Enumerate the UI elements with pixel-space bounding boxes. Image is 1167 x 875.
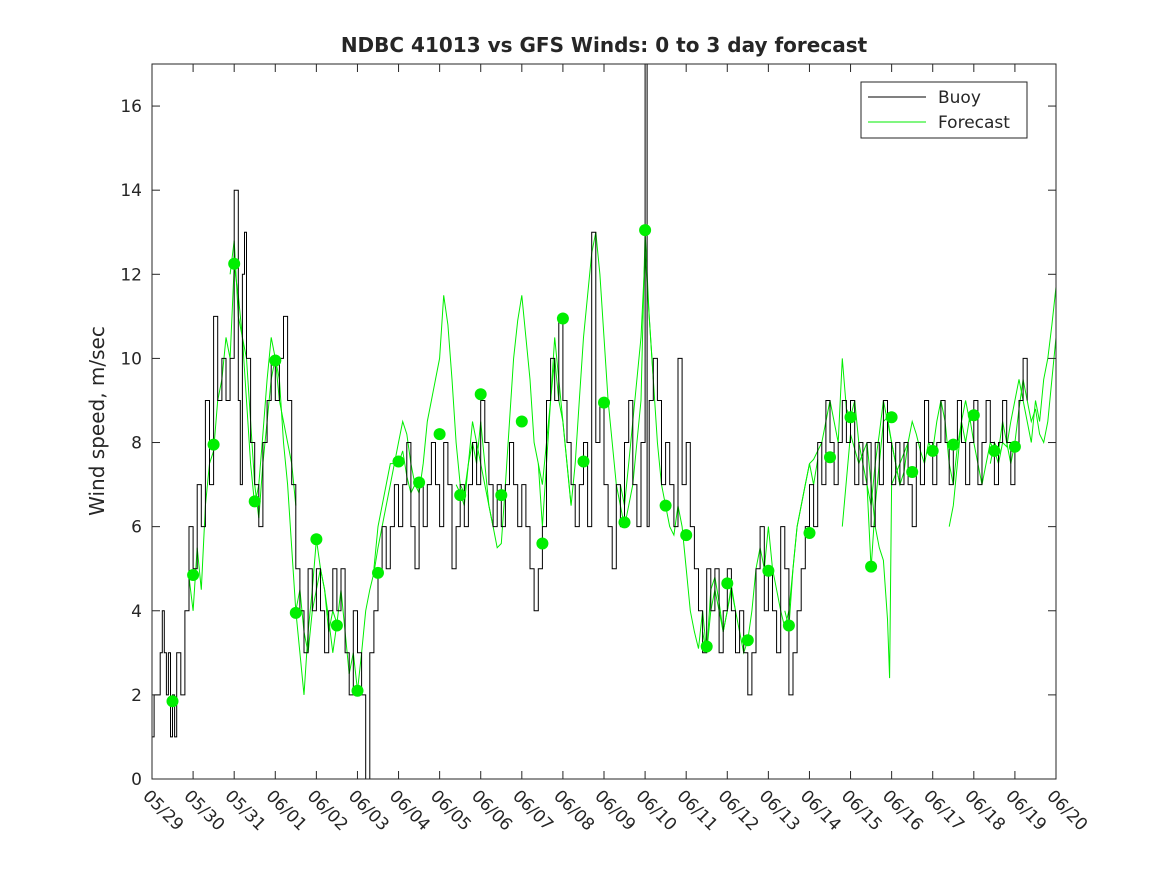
forecast-marker — [967, 409, 980, 422]
forecast-marker — [392, 455, 405, 468]
forecast-marker — [824, 451, 836, 464]
x-tick-label: 05/30 — [180, 786, 229, 835]
x-tick-label: 06/12 — [714, 786, 763, 835]
forecast-marker — [577, 455, 590, 468]
forecast-marker — [474, 388, 487, 401]
forecast-marker — [330, 619, 343, 632]
forecast-marker — [988, 444, 1001, 457]
forecast-marker — [1008, 440, 1021, 453]
legend-forecast-label: Forecast — [938, 113, 1010, 133]
forecast-marker — [248, 495, 261, 508]
daily-markers — [166, 224, 1021, 708]
x-tick-label: 06/08 — [549, 786, 598, 835]
forecast-marker — [659, 499, 672, 512]
forecast-marker — [865, 560, 878, 573]
buoy-line — [152, 64, 1028, 779]
x-tick-label: 06/04 — [385, 786, 434, 835]
plot-area — [152, 64, 1056, 779]
forecast-marker — [454, 489, 467, 502]
buoy-series — [152, 64, 1028, 779]
y-tick-label: 0 — [131, 770, 142, 790]
x-tick-label: 06/02 — [303, 786, 352, 835]
forecast-marker — [166, 695, 179, 708]
forecast-marker — [289, 606, 302, 619]
forecast-marker — [700, 640, 713, 653]
x-tick-label: 06/07 — [508, 786, 557, 835]
forecast-marker — [906, 466, 919, 478]
x-tick-label: 06/11 — [673, 786, 722, 835]
x-tick-label: 06/18 — [960, 786, 1009, 835]
forecast-line — [455, 295, 572, 549]
y-tick-label: 10 — [120, 349, 142, 369]
legend: Buoy Forecast — [860, 81, 1028, 139]
forecast-marker — [495, 489, 508, 502]
forecast-marker — [556, 312, 569, 325]
forecast-marker — [680, 529, 693, 542]
y-tick-label: 12 — [120, 265, 142, 285]
forecast-marker — [269, 354, 282, 367]
forecast-marker — [536, 537, 549, 550]
forecast-series — [188, 232, 1056, 695]
forecast-marker — [639, 224, 652, 237]
y-tick-label: 2 — [131, 686, 142, 706]
x-tick-label: 06/14 — [796, 786, 845, 835]
forecast-line — [841, 433, 909, 679]
forecast-marker — [721, 577, 734, 590]
x-tick-label: 06/05 — [426, 786, 475, 835]
forecast-marker — [187, 569, 200, 581]
x-tick-label: 06/17 — [919, 786, 968, 835]
forecast-line — [229, 240, 338, 653]
forecast-marker — [310, 533, 323, 546]
y-tick-label: 14 — [120, 181, 142, 201]
y-tick-label: 4 — [131, 602, 142, 622]
x-tick-label: 06/10 — [632, 786, 681, 835]
forecast-marker — [618, 516, 631, 529]
x-tick-label: 06/13 — [755, 786, 804, 835]
forecast-marker — [844, 411, 857, 424]
x-tick-label: 06/01 — [262, 786, 311, 835]
forecast-marker — [741, 634, 754, 647]
x-tick-label: 06/15 — [837, 786, 886, 835]
forecast-marker — [413, 476, 426, 489]
legend-buoy-label: Buoy — [938, 88, 981, 108]
forecast-marker — [433, 428, 446, 441]
y-tick-label: 16 — [120, 97, 142, 117]
x-tick-label: 06/19 — [1001, 786, 1050, 835]
x-tick-label: 06/20 — [1042, 786, 1091, 835]
forecast-marker — [926, 444, 939, 457]
forecast-marker — [598, 396, 610, 409]
x-tick-label: 06/03 — [344, 786, 393, 835]
x-tick-label: 06/06 — [467, 786, 516, 835]
forecast-line — [295, 450, 416, 695]
x-tick-label: 05/29 — [138, 786, 187, 835]
y-axis: 0 2 4 6 8 10 12 14 16 — [120, 97, 1056, 790]
x-tick-label: 05/31 — [221, 786, 270, 835]
legend-box — [860, 81, 1028, 139]
forecast-marker — [762, 564, 775, 577]
forecast-marker — [885, 411, 898, 424]
forecast-marker — [351, 684, 364, 697]
chart-title: NDBC 41013 vs GFS Winds: 0 to 3 day fore… — [341, 33, 868, 57]
x-tick-label: 06/16 — [878, 786, 927, 835]
y-tick-label: 8 — [131, 434, 142, 454]
forecast-marker — [372, 566, 384, 579]
forecast-marker — [803, 527, 816, 539]
forecast-marker — [228, 257, 241, 270]
x-tick-label: 06/09 — [590, 786, 639, 835]
forecast-marker — [207, 438, 220, 451]
forecast-marker — [515, 415, 528, 428]
y-axis-label: Wind speed, m/sec — [85, 326, 109, 516]
y-tick-label: 6 — [131, 518, 142, 538]
forecast-line — [784, 358, 901, 628]
forecast-line — [373, 295, 494, 569]
forecast-marker — [947, 438, 960, 451]
forecast-marker — [782, 619, 795, 632]
